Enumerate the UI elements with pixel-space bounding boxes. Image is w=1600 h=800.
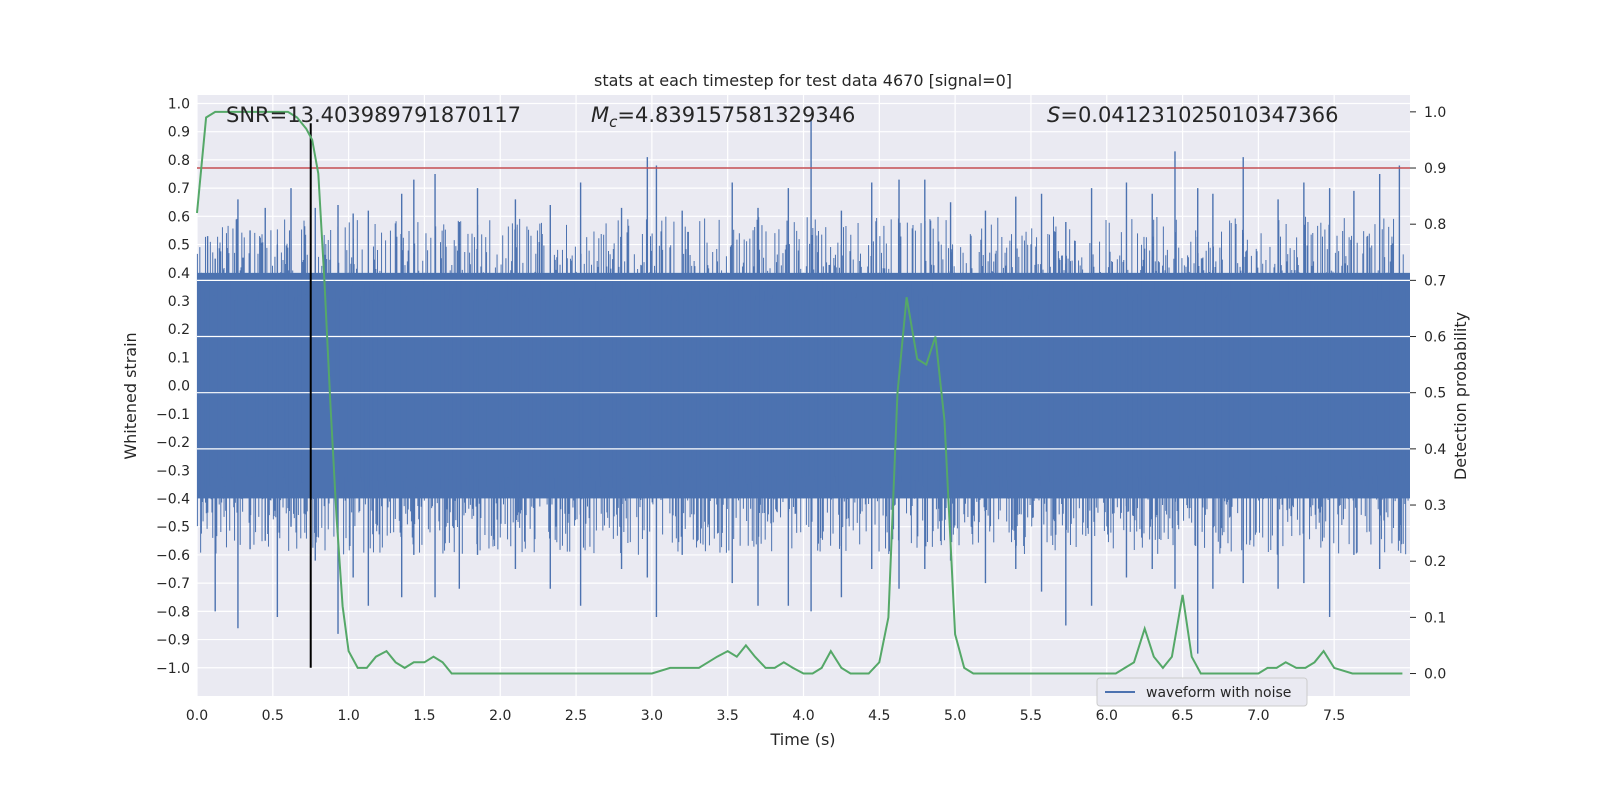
x-tick-label: 6.0 <box>1096 708 1118 724</box>
y-tick-label: −1.0 <box>156 661 190 677</box>
chirp-mass-value: =4.839157581329346 <box>617 103 855 127</box>
y-tick-label: 0.4 <box>168 266 190 282</box>
right-tick-label: 1.0 <box>1424 105 1446 121</box>
chirp-mass-subscript: c <box>609 113 618 131</box>
y-tick-label: 0.6 <box>168 209 190 225</box>
chirp-mass-symbol: M <box>591 103 609 127</box>
y-tick-label: 0.5 <box>168 238 190 254</box>
y-tick-label: 1.0 <box>168 96 190 112</box>
y-tick-label: 0.0 <box>168 379 190 395</box>
probability-series-line <box>196 110 1403 675</box>
y-tick-label: −0.9 <box>156 633 190 649</box>
right-tick-label: 0.9 <box>1424 161 1446 177</box>
right-axis-gridlines <box>197 279 1410 450</box>
x-tick-label: 3.0 <box>641 708 663 724</box>
x-tick-label: 7.0 <box>1247 708 1269 724</box>
y-tick-label: 0.3 <box>168 294 190 310</box>
x-tick-label: 7.5 <box>1323 708 1345 724</box>
y-tick-label: 0.8 <box>168 153 190 169</box>
x-tick-label: 0.0 <box>186 708 208 724</box>
x-tick-label: 0.5 <box>262 708 284 724</box>
snr-annotation: SNR=13.403989791870117 <box>226 103 521 127</box>
x-tick-label: 5.5 <box>1020 708 1042 724</box>
x-tick-label: 2.0 <box>489 708 511 724</box>
left-y-ticks: 1.0 0.9 0.8 0.7 0.6 0.5 0.4 0.3 0.2 0.1 0.0 −0.1 −0.… <box>156 96 190 676</box>
x-tick-label: 1.5 <box>413 708 435 724</box>
x-tick-label: 3.5 <box>717 708 739 724</box>
y-tick-label: 0.2 <box>168 322 190 338</box>
x-tick-label: 5.0 <box>944 708 966 724</box>
right-tick-label: 0.5 <box>1424 386 1446 402</box>
legend: waveform with noise <box>1096 677 1308 707</box>
y-tick-label: −0.6 <box>156 548 190 564</box>
x-tick-label: 2.5 <box>565 708 587 724</box>
right-tick-label: 0.0 <box>1424 667 1446 683</box>
y-axis-label: Whitened strain <box>121 332 140 459</box>
y-tick-label: 0.1 <box>168 350 190 366</box>
y-tick-label: −0.5 <box>156 520 190 536</box>
x-tick-label: 6.5 <box>1171 708 1193 724</box>
chirp-mass-annotation: Mc=4.839157581329346 <box>591 103 855 131</box>
x-ticks: 0.0 0.5 1.0 1.5 2.0 2.5 3.0 3.5 4.0 4.5 5.0 5.5 6.0 6… <box>186 708 1345 724</box>
right-tick-label: 0.8 <box>1424 217 1446 233</box>
y-tick-label: 0.7 <box>168 181 190 197</box>
x-tick-label: 4.0 <box>792 708 814 724</box>
y-tick-label: −0.4 <box>156 491 190 507</box>
s-symbol: S <box>1047 103 1060 127</box>
s-value: =0.041231025010347366 <box>1060 103 1338 127</box>
legend-label: waveform with noise <box>1146 685 1291 701</box>
right-tick-label: 0.6 <box>1424 330 1446 346</box>
right-tick-label: 0.3 <box>1424 498 1446 514</box>
y-tick-label: 0.9 <box>168 125 190 141</box>
right-y-ticks: 1.0 0.9 0.8 0.7 0.6 0.5 0.4 0.3 0.2 0.1 0.0 <box>1410 105 1446 683</box>
y-tick-label: −0.7 <box>156 576 190 592</box>
y-tick-label: −0.1 <box>156 407 190 423</box>
y-tick-label: −0.8 <box>156 604 190 620</box>
right-tick-label: 0.4 <box>1424 442 1446 458</box>
waveform-series <box>196 120 1410 654</box>
chart-title: stats at each timestep for test data 467… <box>594 71 1012 90</box>
x-axis-label: Time (s) <box>769 730 835 749</box>
legend-box <box>1096 677 1308 707</box>
s-annotation: S=0.041231025010347366 <box>1047 103 1338 127</box>
x-tick-label: 1.0 <box>337 708 359 724</box>
right-tick-label: 0.2 <box>1424 554 1446 570</box>
right-tick-label: 0.7 <box>1424 273 1446 289</box>
right-y-axis-label: Detection probability <box>1451 312 1470 480</box>
y-tick-label: −0.2 <box>156 435 190 451</box>
right-tick-label: 0.1 <box>1424 610 1446 626</box>
x-tick-label: 4.5 <box>868 708 890 724</box>
y-tick-label: −0.3 <box>156 463 190 479</box>
